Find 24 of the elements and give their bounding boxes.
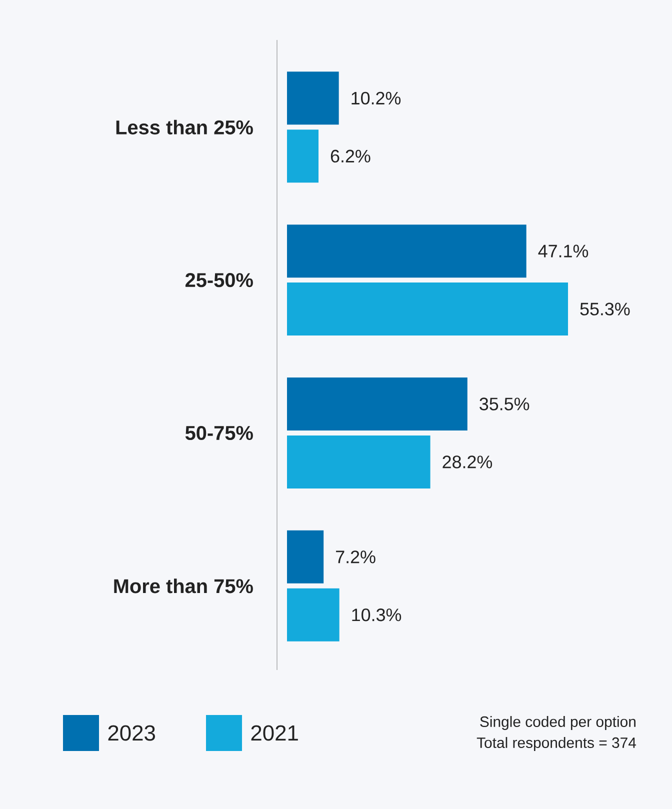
y-tick-label: Less than 25% [116, 120, 253, 134]
bar [287, 588, 340, 642]
legend-label: 2023 [108, 725, 155, 741]
bar [287, 435, 430, 488]
text: Total respondents = 374 [476, 737, 636, 751]
data-label: 28.2% [442, 456, 492, 468]
data-label: 7.2% [336, 550, 376, 564]
y-tick-label: 25-50% [185, 273, 253, 288]
bar [287, 282, 568, 336]
y-tick-label: 50-75% [185, 426, 253, 440]
y-tick-label: More than 75% [114, 578, 253, 594]
text: Single coded per option [480, 716, 636, 730]
bar [287, 72, 339, 125]
bar [287, 130, 319, 183]
bar [287, 530, 324, 584]
data-label: 55.3% [580, 302, 630, 316]
legend-label: 2021 [251, 725, 298, 741]
data-label: 6.2% [330, 150, 370, 162]
bar [287, 378, 468, 431]
data-label: 10.3% [352, 608, 402, 622]
data-label: 10.2% [352, 92, 401, 105]
data-label: 47.1% [538, 244, 588, 258]
bar [287, 224, 526, 278]
data-label: 35.5% [480, 398, 530, 410]
